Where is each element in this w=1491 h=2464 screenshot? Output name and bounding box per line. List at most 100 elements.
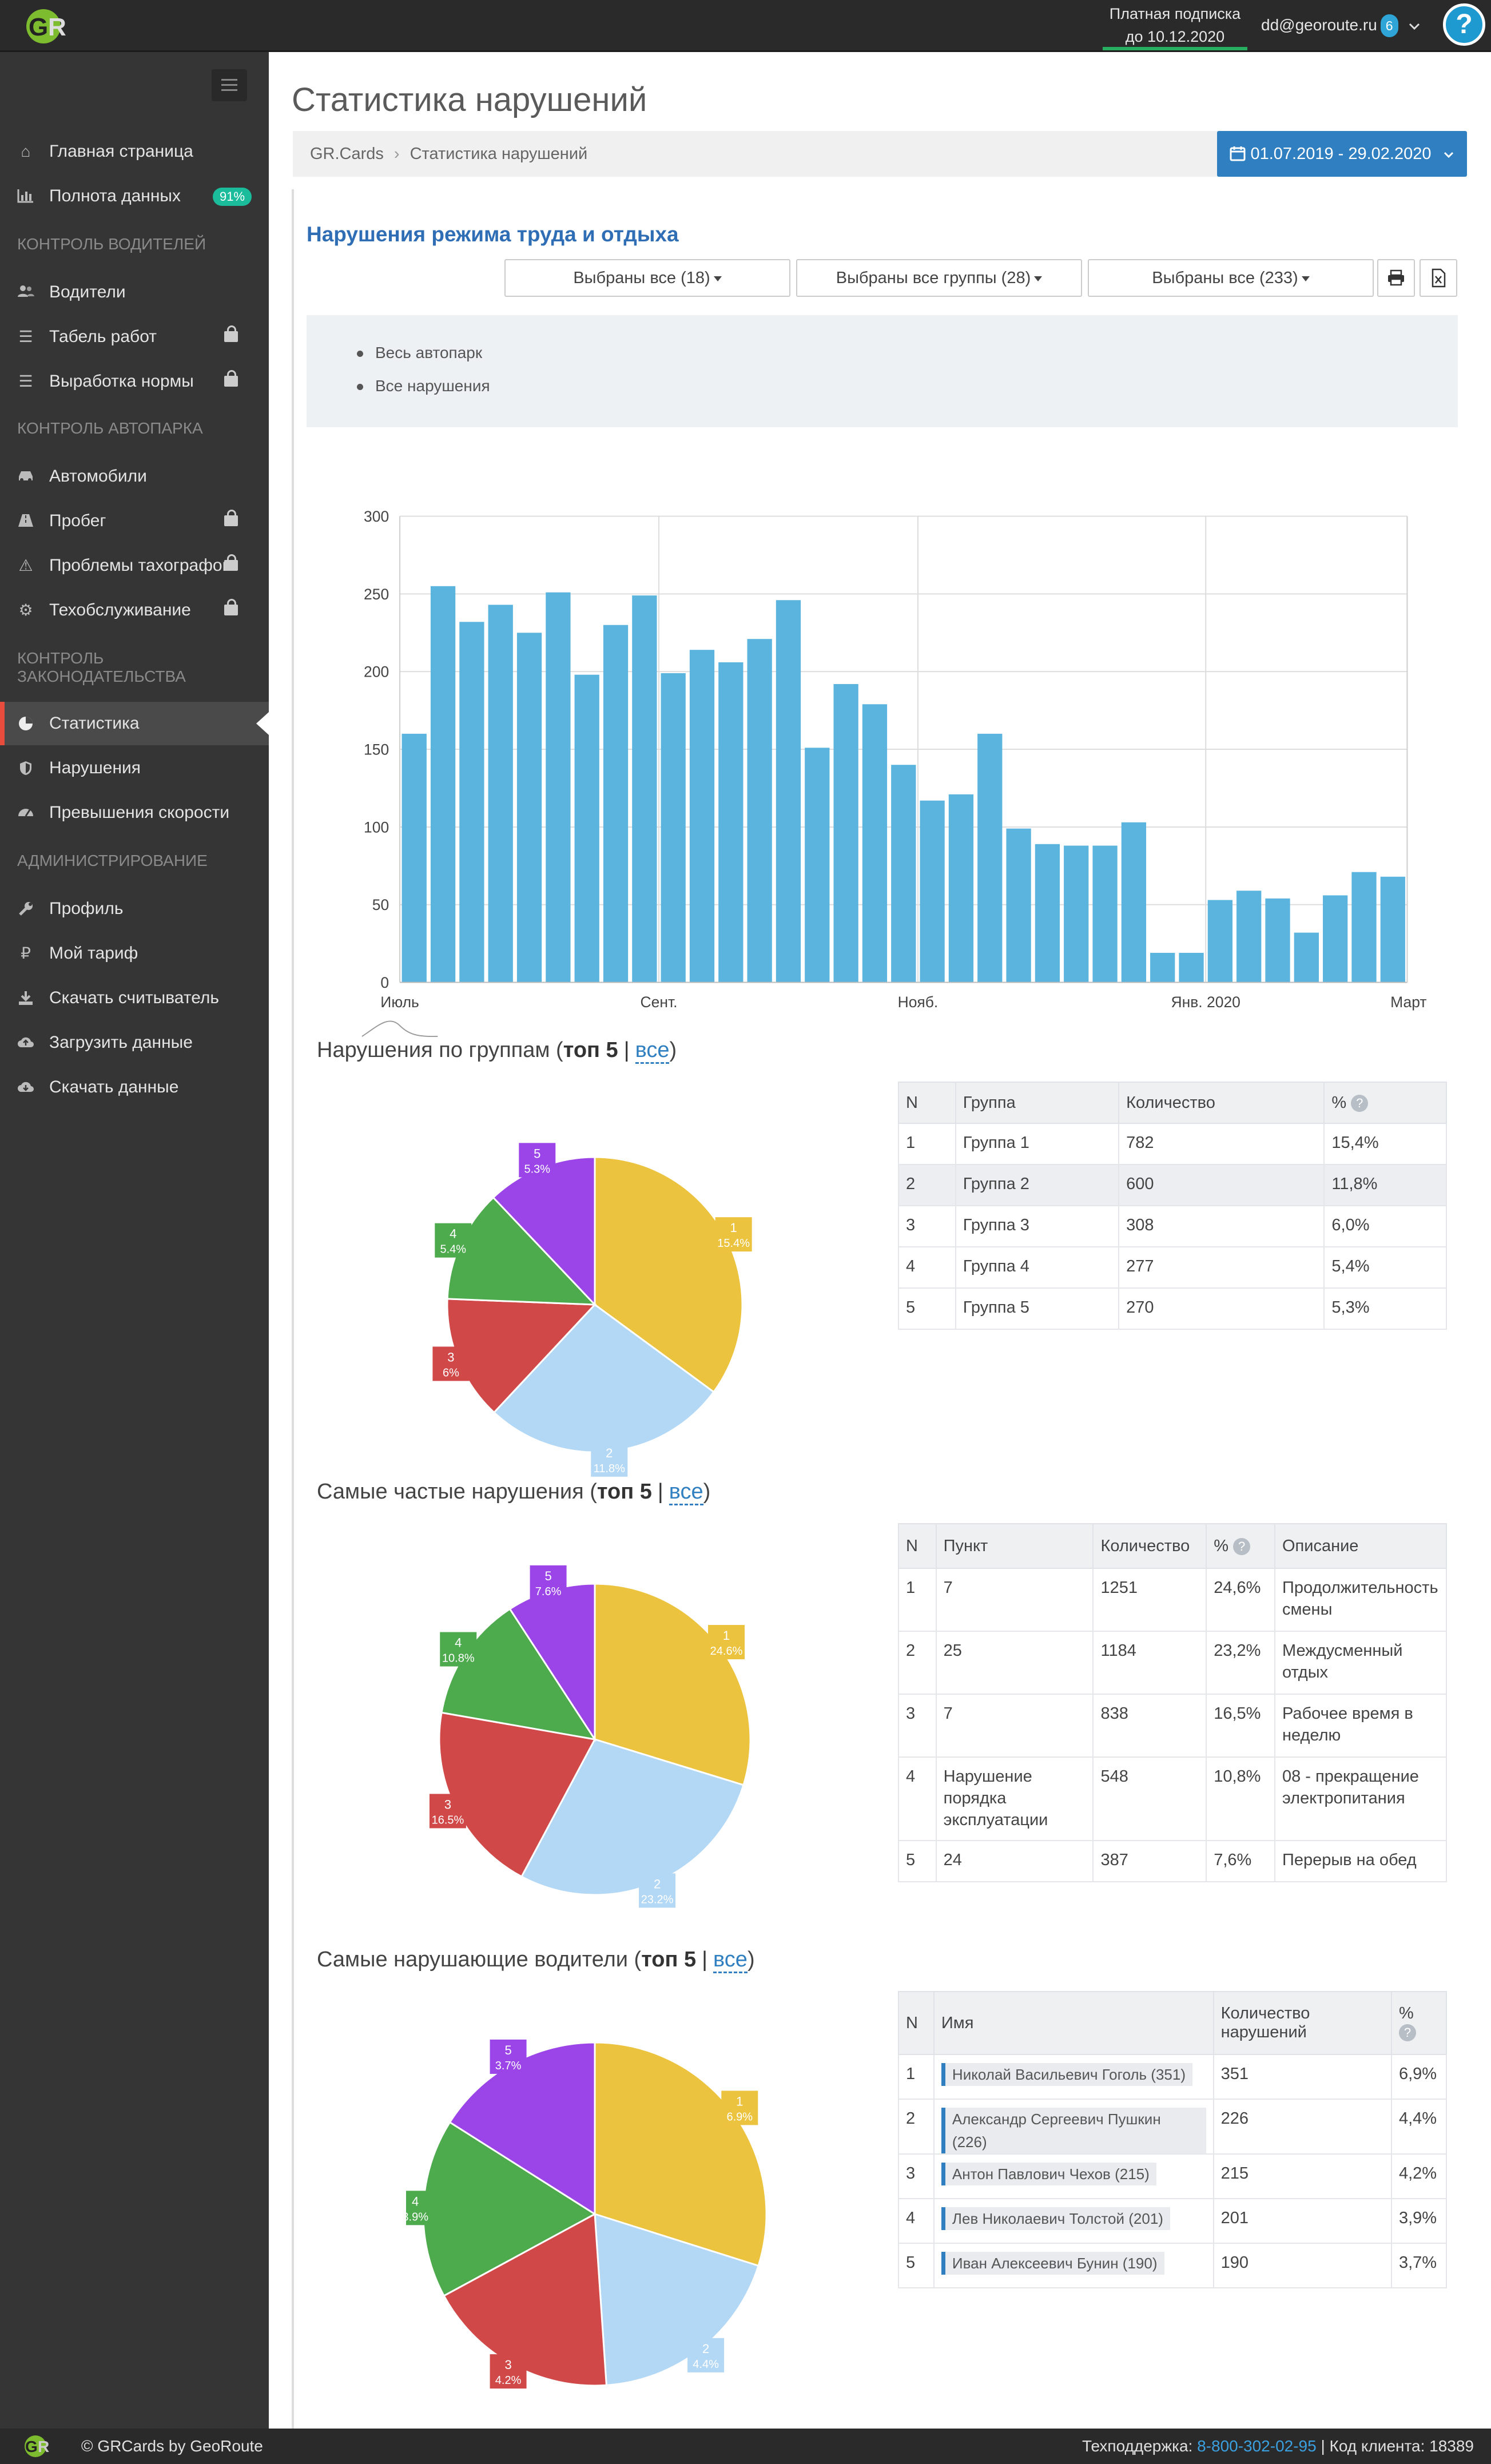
sidebar-item-download-reader[interactable]: Скачать считыватель (0, 976, 269, 1020)
table-row[interactable]: 5 Группа 5 270 5,3% (898, 1287, 1447, 1330)
sidebar-item-upload-data[interactable]: Загрузить данные (0, 1021, 269, 1064)
table-cell: 838 (1092, 1694, 1207, 1758)
sidebar-item-timesheet[interactable]: ☰ Табель работ (0, 315, 269, 359)
help-icon[interactable]: ? (1398, 2024, 1416, 2042)
sidebar-item-profile[interactable]: Профиль (0, 887, 269, 931)
excel-file-icon (1432, 268, 1446, 288)
breadcrumb-home-link[interactable]: GR.Cards (310, 145, 384, 163)
help-button[interactable]: ? (1443, 3, 1485, 46)
table-row[interactable]: 2 25 1184 23,2% Междусменный отдых (898, 1631, 1448, 1695)
driver-name-tag[interactable]: Лев Николаевич Толстой (201) (941, 2207, 1170, 2230)
sidebar-item-speeding[interactable]: Превышения скорости (0, 791, 269, 834)
pie-label-index: 2 (654, 1877, 661, 1891)
svg-text:G: G (29, 13, 48, 41)
sidebar-section-legislation: КОНТРОЛЬ ЗАКОНОДАТЕЛЬСТВА (17, 649, 186, 685)
sidebar-toggle-button[interactable] (212, 69, 247, 101)
y-tick-label: 200 (364, 663, 389, 681)
home-icon: ⌂ (21, 142, 31, 160)
table-cell: 16,5% (1206, 1694, 1275, 1758)
cell-value: 277 (1126, 1257, 1154, 1275)
table-cell: 1 (898, 1123, 956, 1165)
cell-value: 4 (906, 1257, 916, 1275)
table-row[interactable]: 1 Николай Васильевич Гоголь (351) 351 6,9% (898, 2054, 1448, 2100)
table-row[interactable]: 5 24 387 7,6% Перерыв на обед (898, 1840, 1448, 1882)
support-phone-link[interactable]: 8-800-302-02-95 (1197, 2437, 1317, 2455)
frequent-violations-pie-chart: 1 24.6% 2 23.2% 3 16.5% 4 10.8% 5 7.6% (429, 1565, 752, 1908)
pie-slice-label: 3 16.5% (429, 1794, 466, 1829)
chart-bar (546, 592, 571, 983)
column-header-label: % (1214, 1536, 1228, 1555)
show-all-violations-link[interactable]: все (669, 1480, 703, 1505)
table-cell: Антон Павлович Чехов (215) (933, 2153, 1214, 2199)
cell-value: 5,4% (1331, 1257, 1370, 1275)
sidebar-item-statistics[interactable]: Статистика (0, 702, 269, 745)
table-cell: 4,4% (1390, 2099, 1448, 2155)
date-range-picker[interactable]: 01.07.2019 - 29.02.2020 (1217, 131, 1467, 177)
driver-name-tag[interactable]: Иван Алексеевич Бунин (190) (941, 2252, 1164, 2275)
download-icon (16, 990, 35, 1006)
y-tick-label: 150 (364, 741, 389, 758)
cell-value: 16,5% (1214, 1704, 1261, 1723)
export-excel-button[interactable] (1420, 259, 1457, 297)
table-row[interactable]: 1 7 1251 24,6% Продолжительность смены (898, 1568, 1448, 1632)
sidebar-item-vehicles[interactable]: Автомобили (0, 455, 269, 498)
drivers-filter-dropdown[interactable]: Выбраны все (233) (1088, 259, 1374, 297)
sidebar-item-violations[interactable]: Нарушения (0, 746, 269, 790)
cell-value: Антон Павлович Чехов (215) (952, 2165, 1150, 2183)
pie-label-index: 4 (412, 2194, 419, 2208)
table-row[interactable]: 1 Группа 1 782 15,4% (898, 1123, 1447, 1165)
cell-value: 5,3% (1331, 1298, 1370, 1317)
svg-text:R: R (38, 2438, 49, 2455)
user-menu[interactable]: dd@georoute.ru 6 (1261, 14, 1421, 37)
table-row[interactable]: 3 Группа 3 308 6,0% (898, 1205, 1447, 1247)
driver-name-tag[interactable]: Николай Васильевич Гоголь (351) (941, 2063, 1192, 2086)
sidebar-item-tariff[interactable]: ₽ Мой тариф (0, 932, 269, 975)
sidebar-item-drivers[interactable]: Водители (0, 271, 269, 314)
table-cell: 4 (898, 1246, 956, 1289)
table-row[interactable]: 4 Лев Николаевич Толстой (201) 201 3,9% (898, 2198, 1448, 2244)
show-all-groups-link[interactable]: все (635, 1038, 670, 1064)
sidebar-item-tachograph[interactable]: ⚠ Проблемы тахографов (0, 544, 269, 587)
sidebar-item-mileage[interactable]: Пробег (0, 499, 269, 543)
sidebar-item-maintenance[interactable]: ⚙ Техобслуживание (0, 589, 269, 632)
vehicles-filter-dropdown[interactable]: Выбраны все (18) (504, 259, 790, 297)
cell-value: 351 (1220, 2065, 1249, 2083)
driver-name-tag[interactable]: Антон Павлович Чехов (215) (941, 2163, 1156, 2185)
cell-value: Группа 1 (963, 1134, 1029, 1152)
cell-value: 3 (906, 2164, 916, 2183)
table-row[interactable]: 4 Группа 4 277 5,4% (898, 1246, 1447, 1289)
groups-filter-dropdown[interactable]: Выбраны все группы (28) (796, 259, 1082, 297)
help-icon[interactable]: ? (1351, 1094, 1369, 1112)
table-row[interactable]: 3 7 838 16,5% Рабочее время в неделю (898, 1694, 1448, 1758)
sidebar-item-download-data[interactable]: Скачать данные (0, 1066, 269, 1109)
table-cell: 600 (1118, 1164, 1325, 1206)
x-tick-label: Март (1390, 993, 1426, 1011)
pie-label-percent: 5.3% (524, 1163, 550, 1175)
gr-logo[interactable]: G R (22, 5, 76, 47)
table-row[interactable]: 2 Группа 2 600 11,8% (898, 1164, 1447, 1206)
driver-name-tag[interactable]: Александр Сергеевич Пушкин (226) (941, 2108, 1206, 2153)
road-icon (16, 513, 35, 529)
chart-bar (1294, 932, 1319, 983)
sidebar-item-data-completeness[interactable]: Полнота данных 91% (0, 174, 269, 218)
table-row[interactable]: 3 Антон Павлович Чехов (215) 215 4,2% (898, 2153, 1448, 2199)
show-all-drivers-link[interactable]: все (713, 1948, 748, 1973)
chart-bar (718, 662, 743, 983)
pie-label-percent: 5.4% (440, 1243, 466, 1256)
print-button[interactable] (1377, 259, 1415, 297)
chart-bar (776, 600, 801, 983)
pie-label-box (687, 2338, 725, 2372)
sidebar-item-home[interactable]: ⌂ Главная страница (0, 130, 269, 173)
table-row[interactable]: 5 Иван Алексеевич Бунин (190) 190 3,7% (898, 2243, 1448, 2288)
paren-close: ) (703, 1480, 711, 1504)
pie-slice-label: 2 23.2% (639, 1873, 676, 1908)
table-row[interactable]: 4 Нарушение порядка эксплуатации 548 10,8% 0… (898, 1756, 1448, 1841)
sidebar-item-norm[interactable]: ☰ Выработка нормы (0, 360, 269, 403)
table-row[interactable]: 2 Александр Сергеевич Пушкин (226) 226 4,4% (898, 2099, 1448, 2155)
date-range-value: 01.07.2019 - 29.02.2020 (1250, 145, 1432, 163)
help-icon[interactable]: ? (1233, 1537, 1251, 1555)
sidebar-item-label: Выработка нормы (49, 372, 194, 391)
main-content: Статистика нарушений GR.Cards › Статистика… (269, 52, 1491, 2431)
shield-icon (16, 760, 35, 776)
